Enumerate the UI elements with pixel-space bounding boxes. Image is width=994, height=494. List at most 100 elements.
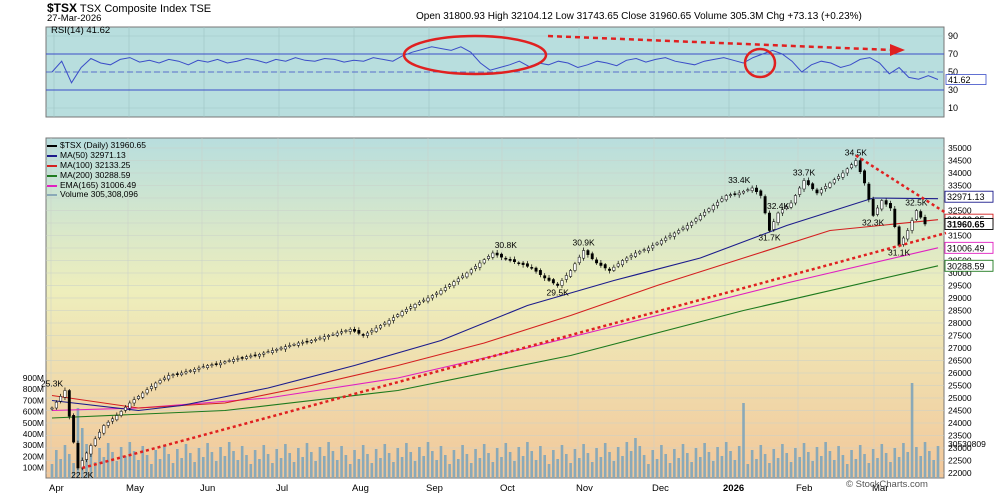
price-tick-label: 35000 — [948, 143, 972, 153]
candle-body — [629, 255, 633, 258]
peak-trough-label: 30.8K — [495, 240, 518, 250]
volume-bar — [884, 453, 888, 478]
volume-bar — [582, 444, 585, 478]
volume-bar — [711, 461, 715, 478]
peak-trough-label: 33.7K — [793, 168, 816, 178]
ema165-value-badge — [944, 241, 994, 254]
rsi-overbought-circle — [402, 34, 548, 76]
candle-body — [595, 259, 599, 264]
volume-bar — [495, 448, 499, 478]
volume-bar — [794, 448, 797, 478]
peak-trough-label: 29.5K — [547, 288, 570, 298]
volume-bar — [240, 446, 244, 478]
x-tick-label: Jul — [276, 483, 288, 494]
index-name: TSX Composite Index — [79, 3, 187, 15]
volume-bar — [923, 442, 927, 478]
volume-bar — [854, 459, 858, 478]
volume-bar — [327, 442, 330, 478]
chart-date: 27-Mar-2026 — [47, 13, 102, 24]
candle-body — [824, 186, 828, 189]
candle-body — [141, 392, 145, 398]
candle-body — [521, 262, 525, 265]
volume-bar — [253, 450, 257, 478]
volume-bar — [560, 445, 564, 478]
volume-bar — [59, 459, 62, 478]
candle-body — [785, 206, 789, 209]
candle-body — [478, 262, 482, 268]
candle-body — [737, 192, 741, 196]
volume-bar — [586, 453, 590, 478]
price-tick-label: 26500 — [948, 356, 972, 366]
candle-body — [582, 250, 586, 259]
rsi-current-badge — [945, 74, 987, 85]
price-tick-label: 32500 — [948, 206, 972, 216]
candle-body — [370, 330, 374, 333]
candle-body — [383, 322, 387, 325]
volume-bar — [815, 447, 819, 478]
volume-bar — [530, 451, 534, 478]
candle-body — [63, 390, 67, 398]
volume-bar — [400, 457, 404, 478]
copyright: © StockCharts.com — [846, 479, 928, 490]
peak-trough-label: 30.9K — [572, 238, 595, 248]
candle-body — [236, 358, 240, 360]
volume-bar — [556, 459, 559, 478]
candle-body — [72, 415, 76, 443]
volume-bar — [461, 445, 464, 478]
candle-body — [681, 227, 685, 230]
ohlc-summary: Open 31800.93 High 32104.12 Low 31743.65… — [416, 11, 862, 22]
volume-bar — [145, 455, 149, 478]
candle-body — [642, 249, 646, 251]
volume-bar — [625, 442, 629, 478]
x-tick-label: Apr — [49, 483, 64, 494]
volume-bar — [266, 454, 270, 478]
volume-bar — [465, 454, 469, 478]
candle-body — [206, 365, 210, 368]
volume-bar — [733, 460, 737, 478]
candle-body — [223, 361, 227, 364]
candle-body — [422, 299, 426, 302]
candle-body — [789, 202, 793, 208]
candle-body — [357, 330, 361, 334]
volume-bar — [176, 449, 179, 478]
candle-body — [227, 360, 231, 362]
volume-bar — [651, 450, 655, 478]
volume-bar — [158, 459, 162, 478]
candle-body — [828, 182, 832, 188]
legend-ma200: MA(200) 30288.59 — [47, 170, 130, 181]
volume-tick-label: 700M — [23, 395, 44, 405]
candle-body — [400, 311, 404, 316]
candle-body — [344, 330, 348, 332]
candle-body — [914, 210, 918, 220]
candle-body — [119, 411, 123, 416]
volume-bar — [785, 453, 789, 478]
volume-bar — [98, 448, 101, 478]
candle-body — [664, 237, 668, 241]
candle-body — [530, 267, 534, 269]
volume-bar — [789, 462, 793, 478]
price-panel — [45, 137, 945, 479]
candle-body — [880, 200, 884, 210]
candle-body — [508, 259, 512, 261]
volume-bar — [547, 464, 551, 478]
volume-bar — [880, 444, 884, 478]
candle-body — [149, 386, 153, 389]
volume-bar — [629, 451, 633, 478]
candle-body — [188, 370, 192, 372]
candle-body — [551, 279, 555, 284]
candle-body — [322, 336, 326, 340]
peak-trough-label: 32.3K — [862, 218, 885, 228]
volume-bar — [305, 443, 309, 478]
candle-body — [711, 205, 715, 211]
x-tick-label: Sep — [426, 483, 443, 494]
candle-body — [279, 347, 283, 350]
volume-bar — [335, 460, 339, 478]
support-trendline — [81, 231, 947, 470]
volume-bar — [443, 455, 447, 478]
volume-bar — [841, 455, 845, 478]
volume-bar — [686, 453, 689, 478]
candle-body — [340, 331, 344, 334]
volume-tick-label: 200M — [23, 451, 44, 461]
x-tick-label: Nov — [576, 483, 593, 494]
candle-body — [193, 369, 197, 372]
